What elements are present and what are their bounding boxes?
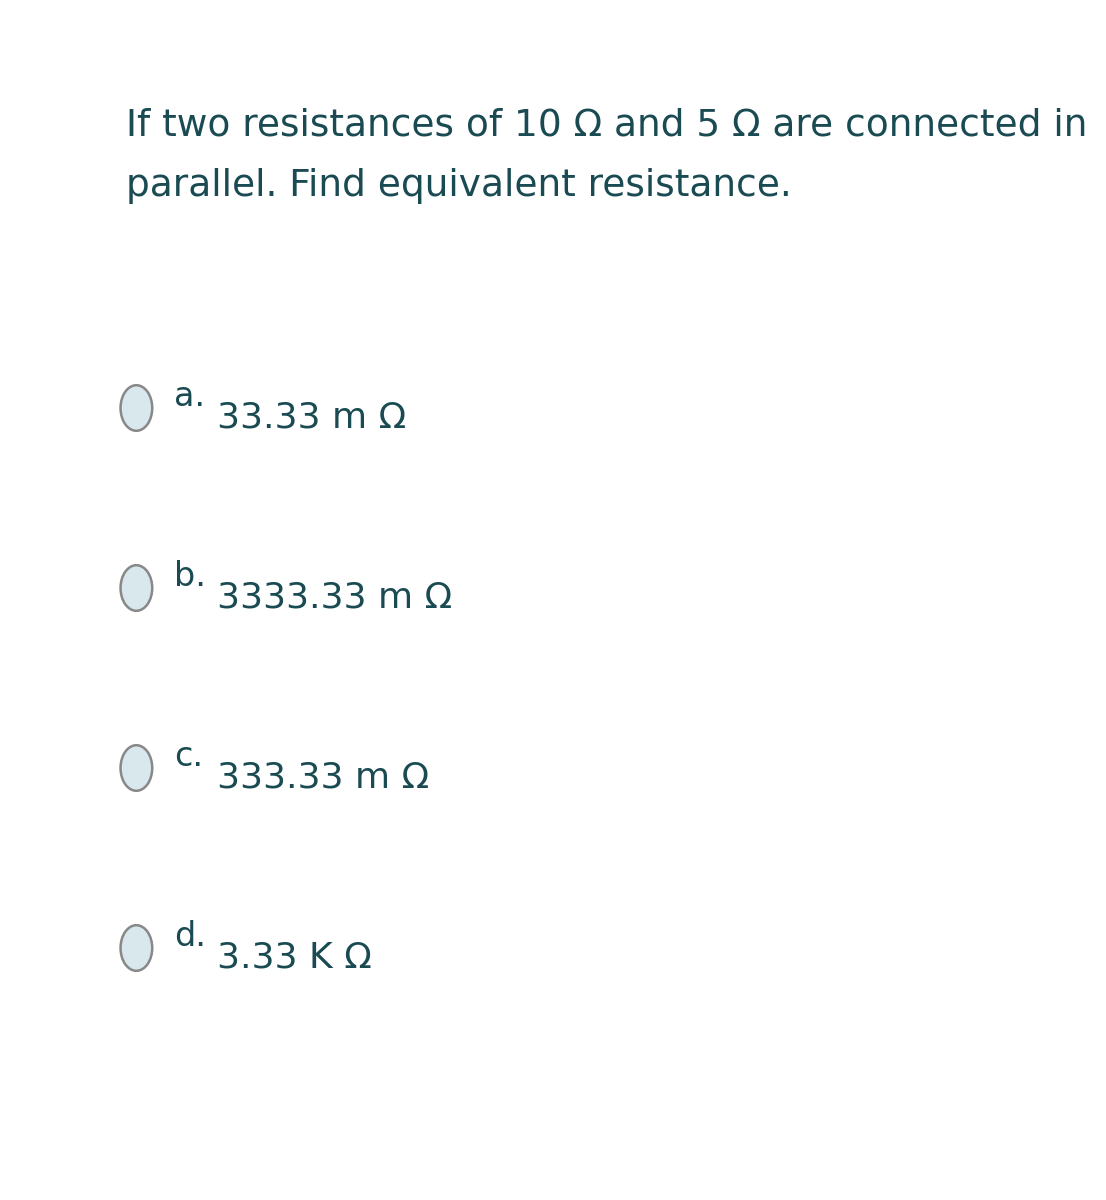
- Text: 3.33 K Ω: 3.33 K Ω: [217, 941, 372, 974]
- Text: d.: d.: [175, 919, 207, 953]
- Text: 333.33 m Ω: 333.33 m Ω: [217, 761, 429, 794]
- Text: parallel. Find equivalent resistance.: parallel. Find equivalent resistance.: [126, 168, 792, 204]
- Ellipse shape: [121, 565, 153, 611]
- Text: 3333.33 m Ω: 3333.33 m Ω: [217, 581, 452, 614]
- Text: a.: a.: [175, 379, 206, 413]
- Text: 33.33 m Ω: 33.33 m Ω: [217, 401, 406, 434]
- Ellipse shape: [121, 925, 153, 971]
- Ellipse shape: [121, 385, 153, 431]
- Ellipse shape: [121, 745, 153, 791]
- Text: c.: c.: [175, 739, 204, 773]
- Text: b.: b.: [175, 559, 207, 593]
- Text: If two resistances of 10 Ω and 5 Ω are connected in: If two resistances of 10 Ω and 5 Ω are c…: [126, 108, 1087, 144]
